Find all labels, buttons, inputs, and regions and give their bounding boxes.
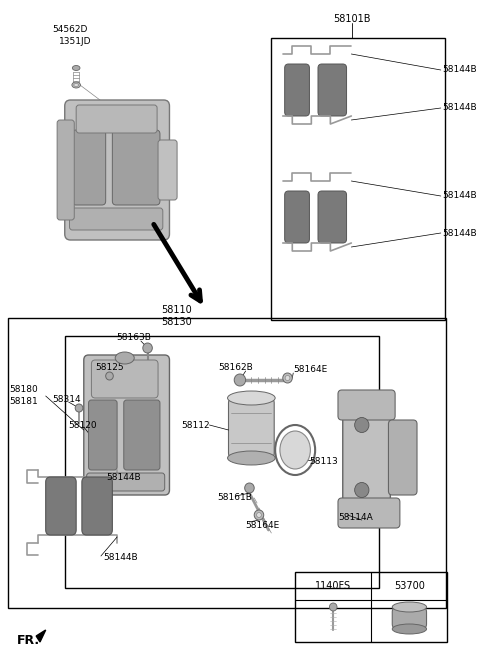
FancyBboxPatch shape [338,390,395,420]
FancyBboxPatch shape [158,140,177,200]
Text: 58144B: 58144B [443,192,477,201]
Text: 58161B: 58161B [217,493,252,502]
Ellipse shape [285,375,290,380]
FancyBboxPatch shape [124,400,160,470]
Ellipse shape [392,624,427,634]
Text: 58144B: 58144B [443,66,477,75]
Text: 58130: 58130 [161,317,192,327]
FancyBboxPatch shape [112,130,160,205]
FancyBboxPatch shape [392,607,427,629]
FancyBboxPatch shape [70,208,163,230]
FancyBboxPatch shape [86,473,165,491]
Ellipse shape [75,404,83,412]
Bar [271,38,444,320]
Ellipse shape [283,373,292,383]
FancyBboxPatch shape [318,64,347,116]
Text: 58101B: 58101B [334,14,371,24]
Text: 58113: 58113 [310,457,338,466]
Text: 58164E: 58164E [293,365,327,375]
Text: 58110: 58110 [161,305,192,315]
Ellipse shape [280,431,311,469]
Text: 1140FS: 1140FS [315,581,351,591]
FancyBboxPatch shape [91,360,158,398]
Polygon shape [36,630,46,642]
Ellipse shape [392,602,427,612]
Ellipse shape [355,483,369,497]
Ellipse shape [257,512,261,518]
Text: 58181: 58181 [10,398,38,407]
Ellipse shape [245,483,254,493]
Ellipse shape [115,352,134,364]
FancyBboxPatch shape [88,400,117,470]
Text: FR.: FR. [17,634,40,647]
Text: 58112: 58112 [181,420,209,430]
Bar [8,318,445,608]
FancyBboxPatch shape [76,105,157,133]
Bar [295,572,447,642]
FancyBboxPatch shape [57,120,74,220]
Text: 58163B: 58163B [116,333,151,342]
Text: 58162B: 58162B [219,363,253,373]
Text: 53700: 53700 [394,581,425,591]
Text: 58120: 58120 [69,420,97,430]
Ellipse shape [72,82,81,88]
FancyBboxPatch shape [228,398,274,458]
Ellipse shape [254,510,264,520]
FancyBboxPatch shape [343,415,390,505]
Ellipse shape [228,451,275,465]
Text: 54562D: 54562D [52,26,88,35]
FancyBboxPatch shape [65,100,169,240]
Text: 58144B: 58144B [443,104,477,112]
FancyBboxPatch shape [318,191,347,243]
Text: 58314: 58314 [52,396,81,405]
FancyBboxPatch shape [285,64,310,116]
FancyBboxPatch shape [338,498,400,528]
Text: 1351JD: 1351JD [59,37,92,47]
Ellipse shape [106,372,113,380]
FancyBboxPatch shape [285,191,310,243]
FancyBboxPatch shape [72,130,106,205]
Ellipse shape [228,391,275,405]
Ellipse shape [329,603,337,611]
FancyBboxPatch shape [82,477,112,535]
Text: 58180: 58180 [10,386,38,394]
Ellipse shape [143,343,152,353]
Ellipse shape [234,374,246,386]
FancyBboxPatch shape [46,477,76,535]
Text: 58144B: 58144B [443,228,477,237]
Text: 58164E: 58164E [246,520,280,529]
Text: 58114A: 58114A [338,514,373,522]
FancyBboxPatch shape [84,355,169,495]
Ellipse shape [74,83,79,87]
Text: 58144B: 58144B [103,554,137,562]
Text: 58144B: 58144B [107,474,141,483]
Ellipse shape [72,66,80,70]
Bar [65,336,379,588]
Text: 58125: 58125 [95,363,124,371]
FancyBboxPatch shape [388,420,417,495]
Ellipse shape [355,417,369,432]
